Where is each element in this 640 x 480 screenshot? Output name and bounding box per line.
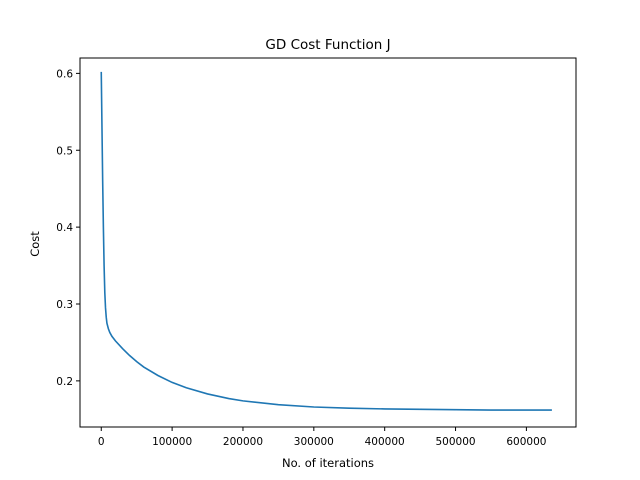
y-tick-label: 0.4 [56, 222, 73, 234]
x-tick-label: 400000 [365, 436, 405, 448]
y-tick-label: 0.5 [56, 145, 73, 157]
y-tick-label: 0.6 [56, 68, 73, 80]
x-tick-label: 300000 [294, 436, 334, 448]
y-tick-label: 0.3 [56, 299, 73, 311]
x-tick-label: 100000 [152, 436, 192, 448]
chart-title: GD Cost Function J [265, 37, 390, 53]
cost-series-line [100, 71, 552, 411]
x-tick-label: 0 [98, 436, 105, 448]
y-axis-ticks: 0.2 0.3 0.4 0.5 0.6 [56, 68, 80, 388]
x-tick-label: 500000 [435, 436, 475, 448]
plot-area [100, 71, 552, 411]
y-tick-label: 0.2 [56, 376, 73, 388]
x-tick-label: 600000 [506, 436, 546, 448]
plot-frame [79, 57, 577, 428]
x-axis-ticks: 0 100000 200000 300000 400000 500000 600000 [98, 427, 546, 448]
x-axis-label: No. of iterations [282, 456, 374, 470]
y-axis-label: Cost [28, 231, 42, 257]
x-tick-label: 200000 [223, 436, 263, 448]
